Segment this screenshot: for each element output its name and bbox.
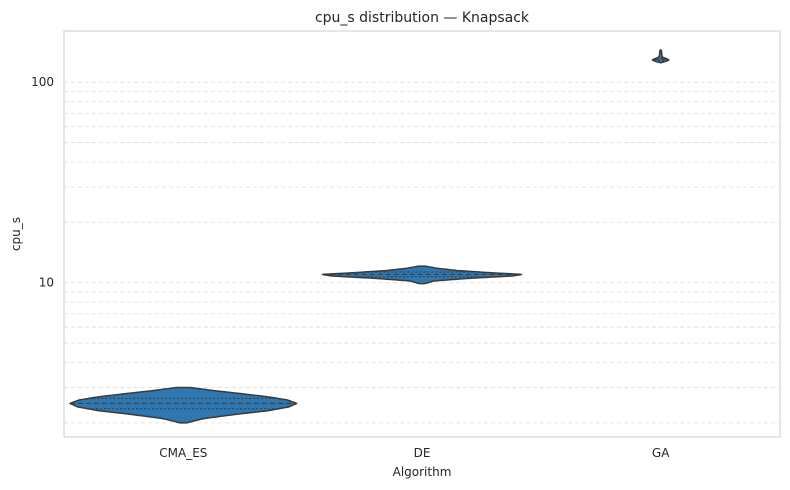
- grid-lines: [64, 81, 780, 424]
- x-tick-label: GA: [652, 446, 670, 460]
- y-axis-label: cpu_s: [9, 217, 23, 251]
- x-tick-label: DE: [414, 446, 431, 460]
- x-axis-ticks: CMA_ES DE GA: [159, 446, 670, 460]
- plot-frame: [63, 30, 781, 438]
- y-axis-ticks: 10 100: [31, 75, 54, 290]
- y-tick-label: 10: [39, 276, 54, 290]
- violin-group: [69, 49, 670, 424]
- violin-cma_es: [69, 386, 298, 424]
- chart-title: cpu_s distribution — Knapsack: [315, 10, 530, 26]
- x-tick-label: CMA_ES: [159, 446, 207, 460]
- x-axis-label: Algorithm: [393, 465, 452, 479]
- y-tick-label: 100: [31, 75, 54, 89]
